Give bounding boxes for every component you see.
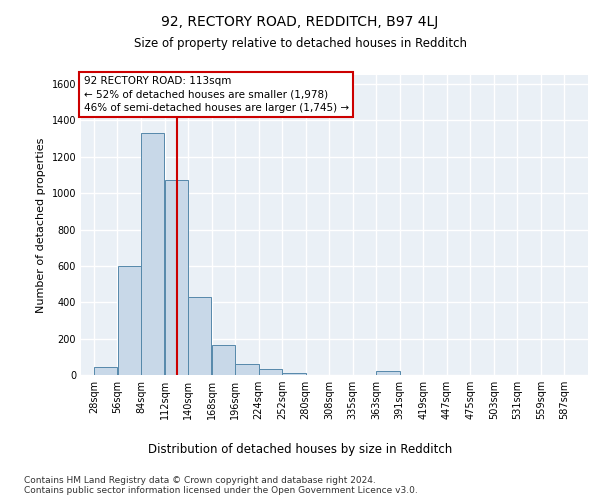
Text: Distribution of detached houses by size in Redditch: Distribution of detached houses by size … [148, 442, 452, 456]
Y-axis label: Number of detached properties: Number of detached properties [36, 138, 46, 312]
Bar [235, 364, 259, 375]
Text: Size of property relative to detached houses in Redditch: Size of property relative to detached ho… [133, 38, 467, 51]
Bar [212, 345, 235, 375]
Text: Contains HM Land Registry data © Crown copyright and database right 2024.
Contai: Contains HM Land Registry data © Crown c… [24, 476, 418, 495]
Bar [259, 368, 282, 375]
Text: 92, RECTORY ROAD, REDDITCH, B97 4LJ: 92, RECTORY ROAD, REDDITCH, B97 4LJ [161, 15, 439, 29]
Bar [164, 180, 188, 375]
Bar [282, 373, 305, 375]
Bar [118, 266, 141, 375]
Bar [94, 367, 118, 375]
Bar [141, 133, 164, 375]
Bar [188, 297, 211, 375]
Text: 92 RECTORY ROAD: 113sqm
← 52% of detached houses are smaller (1,978)
46% of semi: 92 RECTORY ROAD: 113sqm ← 52% of detache… [83, 76, 349, 113]
Bar [376, 372, 400, 375]
